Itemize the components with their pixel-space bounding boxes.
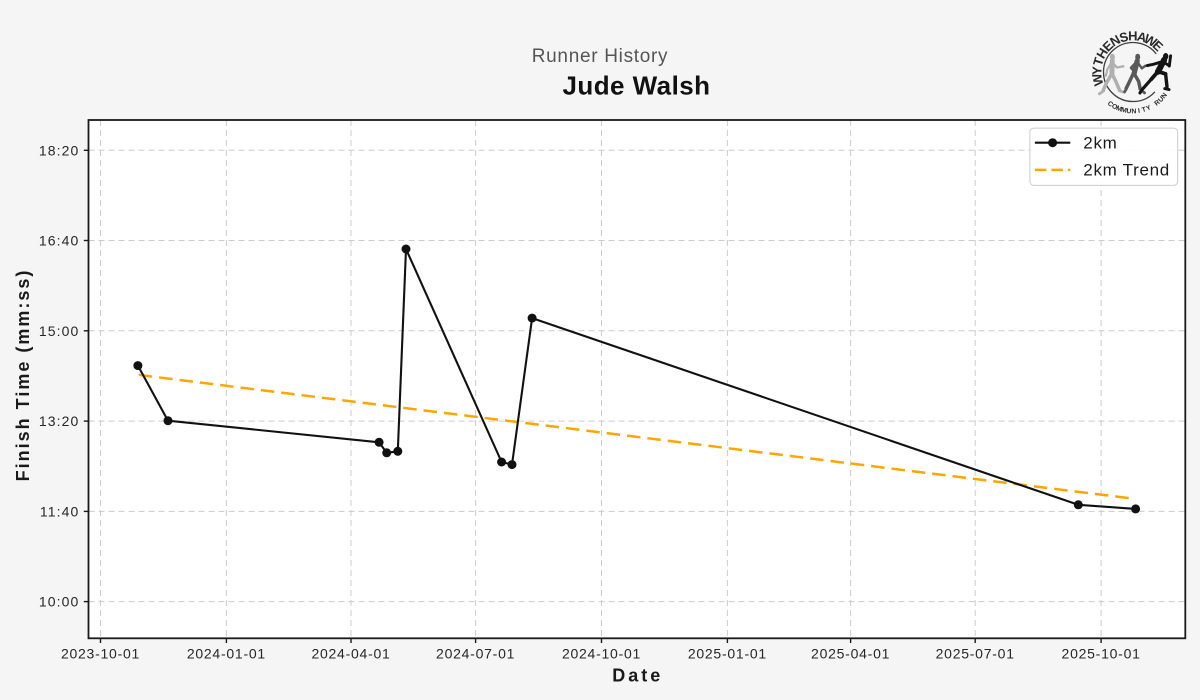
- svg-text:M: M: [1120, 107, 1127, 115]
- svg-text:T: T: [1141, 106, 1148, 114]
- svg-text:M: M: [1115, 105, 1123, 114]
- svg-text:2km Trend: 2km Trend: [1083, 161, 1170, 180]
- svg-text:U: U: [1126, 108, 1132, 115]
- svg-text:Runner History: Runner History: [532, 46, 669, 67]
- svg-text:2km: 2km: [1083, 133, 1117, 152]
- svg-text:16:40: 16:40: [39, 233, 80, 249]
- svg-text:11:40: 11:40: [40, 503, 80, 519]
- svg-text:R: R: [1153, 99, 1161, 108]
- svg-text:I: I: [1138, 108, 1141, 115]
- svg-text:W: W: [1089, 71, 1106, 87]
- svg-text:10:00: 10:00: [39, 594, 80, 610]
- svg-text:18:20: 18:20: [39, 142, 80, 158]
- svg-text:U: U: [1157, 96, 1165, 104]
- svg-text:H: H: [1128, 28, 1137, 43]
- svg-text:13:20: 13:20: [39, 413, 80, 429]
- svg-text:2025-01-01: 2025-01-01: [688, 646, 767, 662]
- svg-text:Y: Y: [1145, 104, 1152, 112]
- svg-text:N: N: [1131, 108, 1136, 115]
- svg-text:2025-10-01: 2025-10-01: [1062, 646, 1141, 662]
- svg-text:2024-01-01: 2024-01-01: [187, 646, 266, 662]
- svg-text:2024-04-01: 2024-04-01: [311, 646, 390, 662]
- svg-text:T: T: [1090, 56, 1107, 68]
- svg-text:2024-10-01: 2024-10-01: [562, 646, 641, 662]
- svg-text:2025-04-01: 2025-04-01: [811, 646, 890, 662]
- svg-text:C: C: [1106, 100, 1114, 109]
- svg-text:Finish Time (mm:ss): Finish Time (mm:ss): [13, 269, 33, 482]
- svg-text:Y: Y: [1089, 66, 1104, 76]
- svg-text:Jude Walsh: Jude Walsh: [562, 71, 710, 101]
- svg-text:2025-07-01: 2025-07-01: [936, 646, 1015, 662]
- svg-text:O: O: [1110, 103, 1118, 112]
- svg-text:A: A: [1136, 29, 1149, 46]
- svg-text:2024-07-01: 2024-07-01: [436, 646, 515, 662]
- svg-text:N: N: [1160, 92, 1169, 100]
- svg-text:15:00: 15:00: [39, 323, 80, 339]
- svg-text:2023-10-01: 2023-10-01: [61, 646, 140, 662]
- svg-text:S: S: [1118, 29, 1131, 46]
- svg-text:Date: Date: [612, 665, 663, 685]
